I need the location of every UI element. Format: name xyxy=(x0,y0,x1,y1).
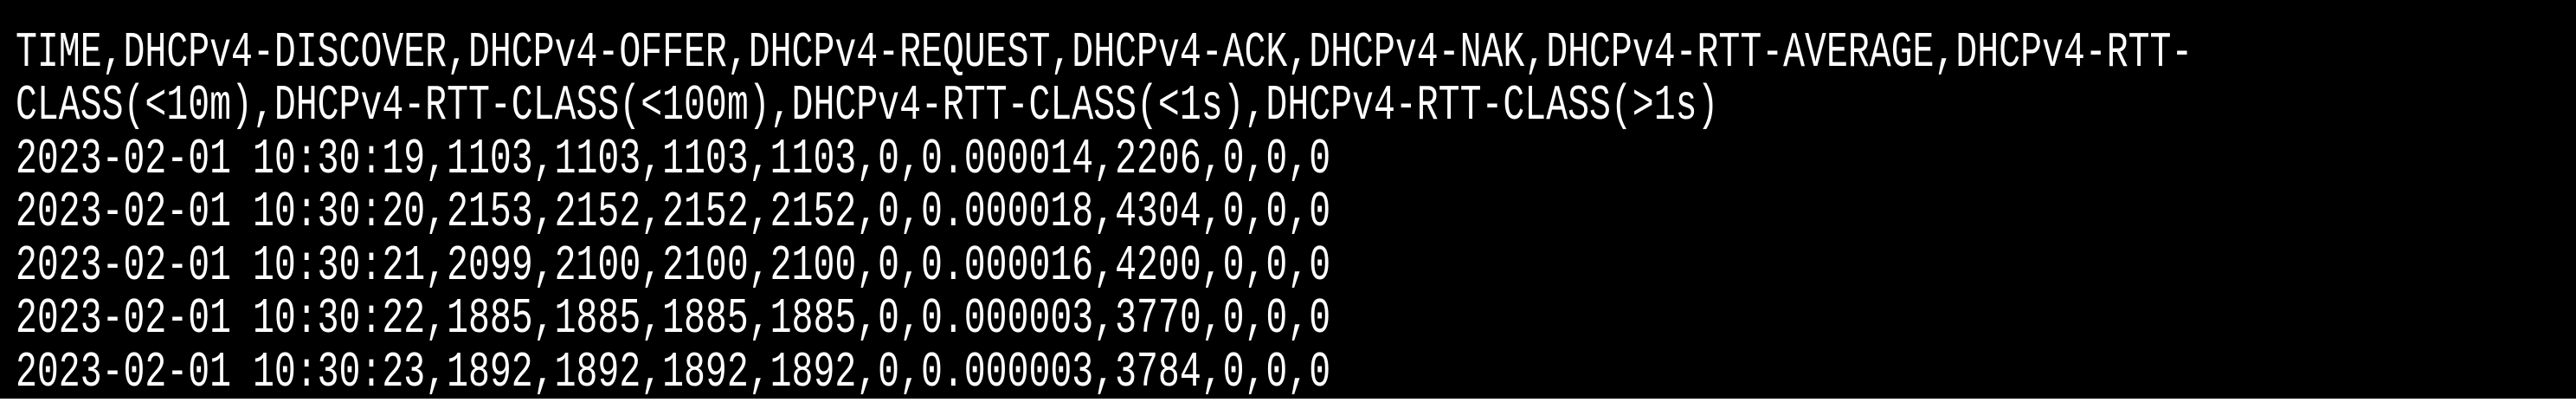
csv-header-line-2: CLASS(<10m),DHCPv4-RTT-CLASS(<100m),DHCP… xyxy=(16,77,1719,134)
csv-row: 2023-02-01 10:30:20,2153,2152,2152,2152,… xyxy=(16,184,1331,241)
csv-row: 2023-02-01 10:30:21,2099,2100,2100,2100,… xyxy=(16,237,1331,295)
terminal-output: TIME,DHCPv4-DISCOVER,DHCPv4-OFFER,DHCPv4… xyxy=(0,0,2576,399)
csv-row: 2023-02-01 10:30:22,1885,1885,1885,1885,… xyxy=(16,290,1331,347)
csv-row: 2023-02-01 10:30:19,1103,1103,1103,1103,… xyxy=(16,131,1331,188)
csv-header-line-1: TIME,DHCPv4-DISCOVER,DHCPv4-OFFER,DHCPv4… xyxy=(16,24,2193,81)
csv-row: 2023-02-01 10:30:23,1892,1892,1892,1892,… xyxy=(16,344,1331,401)
